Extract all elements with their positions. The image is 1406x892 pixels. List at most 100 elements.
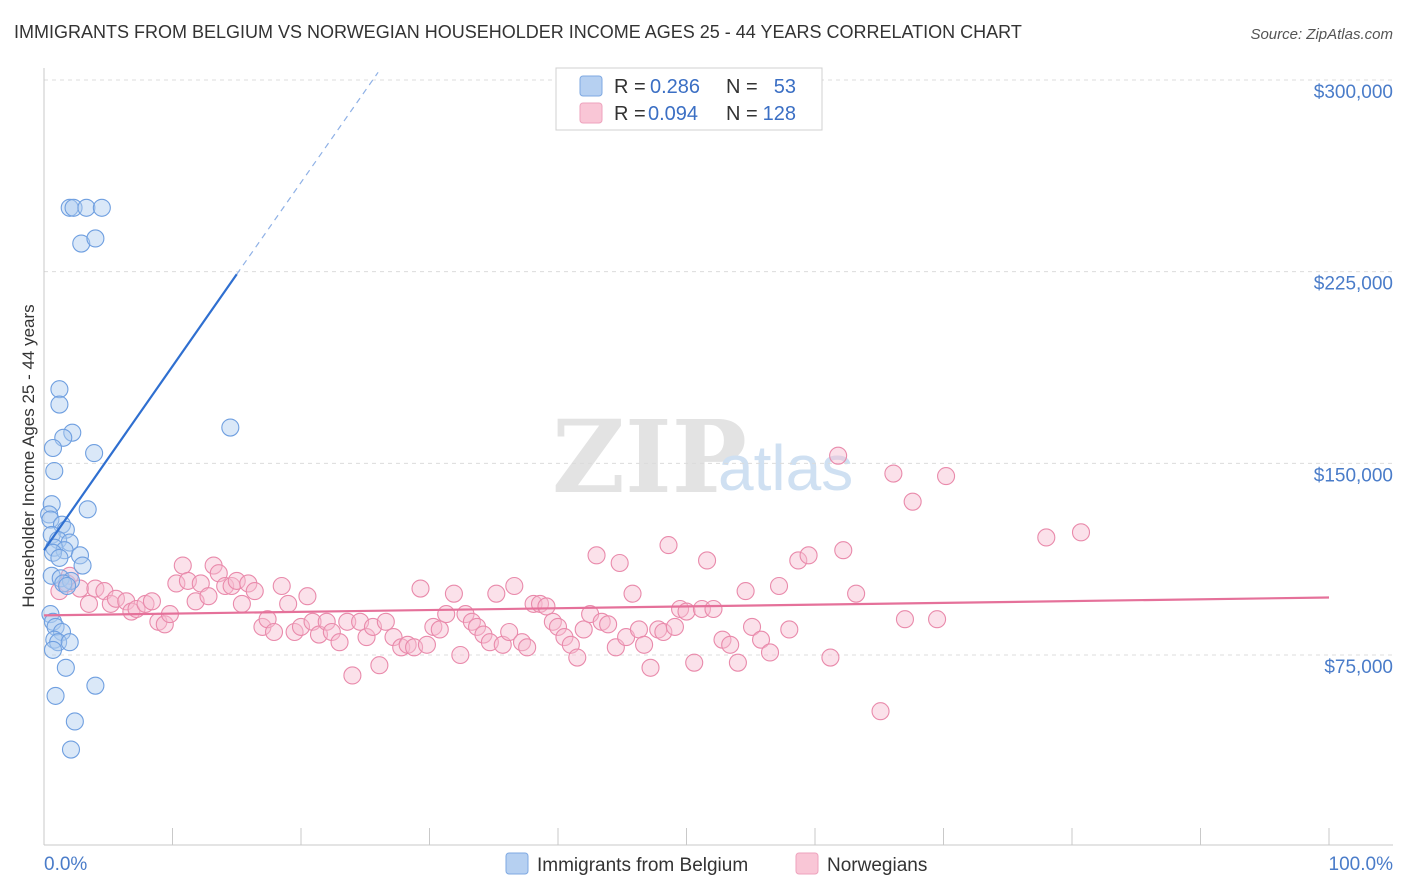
belgium-point <box>52 622 72 642</box>
norwegian-point <box>370 656 389 675</box>
belgium-r-label: R = <box>614 76 646 98</box>
norwegian-point <box>291 617 311 636</box>
norwegian-point <box>847 584 866 603</box>
norwegian-point <box>1037 528 1056 547</box>
norwegian-point <box>500 622 519 642</box>
legend-belgium-swatch <box>505 852 529 875</box>
belgium-point <box>77 198 96 217</box>
chart-title: IMMIGRANTS FROM BELGIUM VS NORWEGIAN HOU… <box>14 22 1022 42</box>
belgium-point <box>72 234 91 253</box>
norwegian-point <box>760 643 780 662</box>
belgium-swatch <box>579 75 603 97</box>
norwegian-point <box>821 648 840 667</box>
norwegian-point <box>512 633 532 652</box>
legend-norwegian-swatch <box>795 852 819 875</box>
norwegian-n-value: 128 <box>763 103 796 125</box>
norwegian-point <box>317 612 336 631</box>
legend-belgium-label: Immigrants from Belgium <box>537 855 748 876</box>
norwegian-point <box>376 612 395 631</box>
watermark: ZIP atlas <box>552 398 853 516</box>
norwegian-point <box>610 553 629 573</box>
norwegian-r-value: 0.094 <box>648 103 698 125</box>
norwegian-point <box>155 615 174 634</box>
norwegian-point <box>338 612 357 631</box>
norwegian-point <box>444 584 463 603</box>
belgium-point <box>41 510 60 529</box>
norwegian-point <box>555 628 574 647</box>
norwegian-point <box>106 589 126 608</box>
norwegian-point <box>232 594 251 613</box>
norwegian-point <box>122 602 141 621</box>
norwegian-point <box>641 658 660 677</box>
norwegian-point <box>834 541 853 560</box>
norwegian-point <box>928 610 947 629</box>
norwegian-point <box>239 574 258 593</box>
norwegian-point <box>587 546 606 565</box>
norwegian-point <box>623 584 642 603</box>
series-norwegians <box>50 446 1091 721</box>
norwegian-point <box>635 635 654 654</box>
trend-lines <box>43 71 1330 617</box>
norwegian-point <box>518 638 537 657</box>
x-ticks <box>43 828 1330 845</box>
norwegian-n-label: N = <box>726 103 758 125</box>
norwegian-point <box>721 635 740 654</box>
belgium-point <box>86 229 105 248</box>
norwegian-point <box>467 617 487 636</box>
belgium-point <box>85 444 104 463</box>
norwegian-point <box>769 576 789 596</box>
belgium-point <box>61 740 81 759</box>
y-axis-label: Householder Income Ages 25 - 44 years <box>19 304 38 607</box>
norwegian-point <box>357 628 376 647</box>
norwegian-point <box>1071 523 1091 542</box>
norwegian-point <box>264 622 284 642</box>
y-tick-label: $75,000 <box>1324 657 1393 678</box>
norwegian-point <box>659 536 678 555</box>
norwegian-point <box>330 633 349 652</box>
norwegian-point <box>654 622 673 642</box>
norwegian-point <box>451 645 470 665</box>
norwegian-point <box>199 587 218 606</box>
belgium-trend-line <box>43 273 238 551</box>
belgium-point <box>92 198 111 217</box>
norwegian-point <box>903 492 922 511</box>
belgium-point <box>50 395 69 414</box>
belgium-point <box>78 500 97 519</box>
norwegian-point <box>780 620 799 639</box>
norwegian-point <box>543 612 562 631</box>
belgium-point <box>46 686 65 705</box>
norwegian-point <box>117 592 136 611</box>
belgium-point <box>60 633 79 652</box>
norwegian-point <box>568 648 587 667</box>
norwegian-point <box>411 579 430 598</box>
norwegian-point <box>167 574 186 593</box>
norwegian-point <box>417 635 436 654</box>
norwegian-point <box>173 556 192 575</box>
norwegian-point <box>343 666 362 685</box>
belgium-point <box>73 556 92 575</box>
x-tick-label-max: 100.0% <box>1329 854 1394 875</box>
norwegian-trend-line <box>43 596 1330 617</box>
norwegian-point <box>751 630 771 649</box>
belgium-n-value: 53 <box>774 76 796 98</box>
norwegian-point <box>665 617 684 636</box>
norwegian-point <box>629 620 649 639</box>
belgium-point <box>86 676 105 695</box>
norwegian-point <box>142 592 161 611</box>
norwegian-point <box>799 546 818 565</box>
belgium-point <box>64 198 83 217</box>
norwegian-point <box>384 628 403 647</box>
norwegian-point <box>574 620 593 639</box>
y-tick-label: $150,000 <box>1314 465 1393 486</box>
series-legend: Immigrants from Belgium Norwegians <box>505 852 927 876</box>
belgium-point <box>50 380 69 399</box>
norwegian-point <box>884 464 903 483</box>
belgium-point <box>56 658 75 677</box>
norwegian-point <box>685 653 704 672</box>
belgium-point <box>221 418 240 437</box>
norwegian-point <box>704 599 723 619</box>
norwegian-point <box>487 584 506 603</box>
norwegian-point <box>742 617 762 636</box>
norwegian-point <box>101 594 120 613</box>
